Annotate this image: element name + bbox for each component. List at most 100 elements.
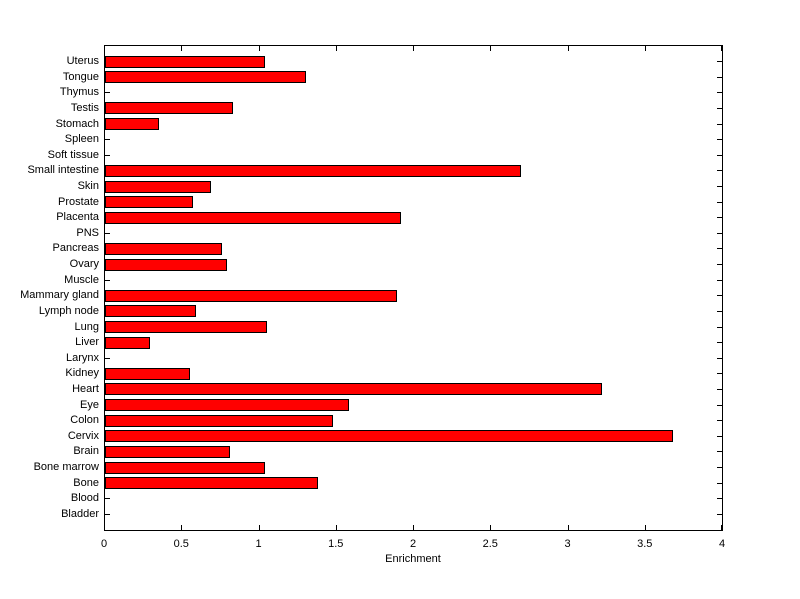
x-tick-top bbox=[335, 46, 337, 51]
bar bbox=[105, 336, 150, 349]
y-tick-left bbox=[105, 232, 110, 234]
category-label: Lung bbox=[74, 320, 99, 333]
y-tick-right bbox=[717, 498, 722, 500]
x-tick-top bbox=[181, 46, 183, 51]
category-label: Skin bbox=[77, 180, 99, 193]
x-tick-top bbox=[104, 46, 105, 51]
category-label: Liver bbox=[75, 336, 99, 349]
x-tick-bottom bbox=[567, 525, 569, 530]
x-tick-top bbox=[567, 46, 569, 51]
x-tick-bottom bbox=[258, 525, 260, 530]
category-label: Mammary gland bbox=[20, 289, 99, 302]
category-label: Testis bbox=[70, 101, 99, 114]
x-tick-label: 1 bbox=[255, 538, 262, 550]
category-label: Blood bbox=[70, 492, 99, 505]
y-tick-right bbox=[717, 92, 722, 94]
category-label: PNS bbox=[76, 226, 99, 239]
bar bbox=[105, 258, 227, 271]
bar bbox=[105, 461, 265, 474]
y-tick-right bbox=[717, 201, 722, 203]
category-label: Placenta bbox=[56, 211, 99, 224]
category-label: Lymph node bbox=[38, 304, 99, 317]
y-tick-right bbox=[717, 513, 722, 515]
x-tick-top bbox=[721, 46, 722, 51]
y-tick-right bbox=[717, 232, 722, 234]
x-axis-label: Enrichment bbox=[385, 553, 441, 565]
y-tick-right bbox=[717, 404, 722, 406]
bar bbox=[105, 211, 401, 224]
x-tick-label: 2 bbox=[409, 538, 417, 550]
x-tick-bottom bbox=[335, 525, 337, 530]
x-tick-bottom bbox=[104, 525, 105, 530]
category-label: Prostate bbox=[58, 195, 99, 208]
category-label: Soft tissue bbox=[47, 148, 99, 161]
y-tick-right bbox=[717, 310, 722, 312]
category-label: Spleen bbox=[64, 133, 99, 146]
category-label: Larynx bbox=[65, 351, 99, 364]
bar bbox=[105, 430, 673, 443]
bar bbox=[105, 102, 233, 115]
y-tick-right bbox=[717, 482, 722, 484]
bar bbox=[105, 289, 397, 302]
y-tick-right bbox=[717, 279, 722, 281]
y-tick-right bbox=[717, 357, 722, 359]
x-tick-top bbox=[490, 46, 492, 51]
category-label: Cervix bbox=[67, 429, 99, 442]
category-label: Ovary bbox=[69, 258, 99, 271]
bar bbox=[105, 118, 159, 131]
x-tick-label: 1.5 bbox=[328, 538, 344, 550]
x-tick-label: 4 bbox=[718, 538, 726, 550]
category-label: Stomach bbox=[55, 117, 99, 130]
bar bbox=[105, 196, 193, 209]
y-tick-right bbox=[717, 170, 722, 172]
y-tick-right bbox=[717, 264, 722, 266]
category-label: Bone bbox=[73, 476, 99, 489]
category-label: Brain bbox=[73, 445, 99, 458]
y-tick-right bbox=[717, 326, 722, 328]
y-tick-right bbox=[717, 451, 722, 453]
y-tick-right bbox=[717, 139, 722, 141]
y-tick-left bbox=[105, 279, 110, 281]
x-tick-bottom bbox=[413, 525, 414, 530]
category-label: Eye bbox=[80, 398, 99, 411]
x-tick-top bbox=[644, 46, 646, 51]
x-tick-bottom bbox=[181, 525, 183, 530]
bar bbox=[105, 383, 602, 396]
y-tick-right bbox=[717, 435, 722, 437]
category-label: Muscle bbox=[64, 273, 99, 286]
y-tick-right bbox=[717, 186, 722, 188]
category-label: Uterus bbox=[66, 55, 99, 68]
bar bbox=[105, 399, 349, 412]
y-tick-right bbox=[717, 342, 722, 344]
bar bbox=[105, 242, 222, 255]
bar bbox=[105, 164, 521, 177]
category-label: Colon bbox=[70, 414, 99, 427]
y-tick-right bbox=[717, 76, 722, 78]
category-label: Heart bbox=[72, 382, 99, 395]
y-tick-left bbox=[105, 513, 110, 515]
y-tick-left bbox=[105, 92, 110, 94]
bar bbox=[105, 305, 196, 318]
x-tick-label: 0.5 bbox=[173, 538, 189, 550]
y-tick-right bbox=[717, 154, 722, 156]
bar bbox=[105, 321, 267, 334]
y-tick-right bbox=[717, 217, 722, 219]
x-tick-label: 3.5 bbox=[637, 538, 653, 550]
bar bbox=[105, 445, 230, 458]
bar bbox=[105, 55, 265, 68]
x-tick-top bbox=[258, 46, 260, 51]
category-label: Bone marrow bbox=[33, 461, 99, 474]
bar bbox=[105, 414, 333, 427]
y-tick-left bbox=[105, 357, 110, 359]
y-tick-right bbox=[717, 373, 722, 375]
y-tick-right bbox=[717, 123, 722, 125]
y-tick-right bbox=[717, 467, 722, 469]
bar bbox=[105, 180, 211, 193]
plot-area bbox=[104, 45, 723, 531]
category-label: Bladder bbox=[61, 507, 99, 520]
y-tick-left bbox=[105, 498, 110, 500]
x-tick-top bbox=[413, 46, 414, 51]
bar bbox=[105, 477, 318, 490]
y-tick-right bbox=[717, 295, 722, 297]
